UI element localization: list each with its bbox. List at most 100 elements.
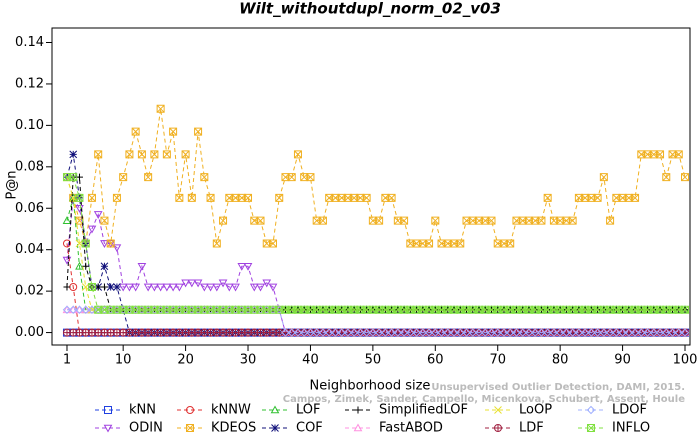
data-point: [562, 328, 571, 337]
y-tick-label: 0.04: [15, 242, 44, 257]
legend-label: COF: [296, 421, 323, 434]
data-point: [187, 279, 197, 288]
data-point: [137, 262, 147, 271]
data-point: [75, 261, 84, 270]
data-point: [612, 328, 621, 337]
data-point: [162, 150, 171, 159]
data-point: [599, 328, 609, 337]
data-point: [549, 328, 559, 337]
data-point: [437, 328, 446, 337]
data-point: [506, 328, 515, 337]
data-point: [487, 216, 496, 225]
data-point: [175, 193, 184, 202]
legend-marker: [493, 424, 503, 432]
data-point: [193, 279, 203, 288]
data-point: [244, 193, 253, 202]
data-point: [231, 283, 240, 292]
data-point: [293, 150, 302, 159]
annotation: Campos, Zimek, Sander, Campello, Micenko…: [283, 394, 685, 405]
y-tick-label: 0.00: [15, 325, 44, 340]
x-tick-label: 10: [115, 353, 132, 368]
x-tick-label: 40: [302, 353, 319, 368]
x-tick-label: 70: [489, 353, 506, 368]
data-point: [524, 328, 534, 337]
data-point: [281, 328, 290, 337]
x-tick-label: 1: [63, 353, 71, 368]
data-point: [206, 283, 215, 292]
legend-label: ODIN: [129, 421, 163, 434]
data-point: [113, 283, 121, 291]
data-point: [62, 216, 72, 224]
data-point: [118, 283, 128, 292]
data-point: [387, 193, 396, 202]
data-point: [69, 173, 78, 182]
data-point: [181, 150, 190, 159]
data-point: [368, 328, 378, 337]
data-point: [181, 279, 190, 288]
data-point: [131, 127, 140, 136]
data-point: [518, 328, 527, 337]
data-point: [137, 150, 146, 159]
data-point: [530, 328, 540, 337]
data-point: [150, 283, 159, 292]
data-point: [100, 283, 108, 291]
data-point: [443, 328, 452, 337]
legend-marker: [104, 406, 112, 414]
data-point: [262, 279, 272, 288]
data-point: [337, 328, 346, 337]
data-point: [374, 328, 384, 337]
data-point: [606, 216, 615, 225]
data-point: [456, 328, 465, 337]
data-point: [493, 328, 502, 337]
data-point: [587, 328, 596, 337]
data-point: [680, 328, 690, 337]
data-point: [318, 328, 328, 337]
legend-label: INFLO: [612, 421, 650, 434]
data-point: [112, 244, 122, 253]
data-point: [75, 193, 84, 202]
data-point: [356, 328, 365, 337]
data-point: [512, 328, 521, 337]
data-point: [94, 150, 103, 159]
data-point: [537, 216, 546, 225]
data-point: [618, 328, 627, 337]
x-tick-label: 80: [552, 353, 569, 368]
data-point: [643, 328, 652, 337]
plot-frame: [51, 27, 691, 346]
y-tick-label: 0.10: [15, 118, 44, 133]
data-point: [631, 193, 640, 202]
data-point: [119, 173, 128, 182]
data-point: [681, 173, 690, 182]
data-point: [200, 173, 209, 182]
data-point: [131, 283, 141, 292]
data-point: [106, 283, 115, 291]
x-tick-label: 100: [673, 353, 698, 368]
data-point: [287, 328, 296, 337]
data-point: [362, 328, 371, 337]
data-point: [674, 150, 683, 159]
data-point: [87, 282, 96, 291]
data-point: [82, 262, 90, 270]
legend-label: LOF: [296, 403, 321, 418]
data-point: [593, 193, 602, 202]
data-point: [256, 216, 265, 225]
legend-label: FastABOD: [379, 421, 443, 434]
data-point: [456, 239, 465, 248]
data-point: [343, 328, 353, 337]
data-point: [481, 328, 490, 337]
data-point: [87, 193, 96, 202]
data-point: [568, 328, 577, 337]
legend-label: LDOF: [612, 403, 647, 418]
data-point: [93, 211, 103, 220]
data-point: [106, 239, 115, 248]
legend-label: SimplifiedLOF: [379, 403, 468, 418]
data-point: [543, 328, 552, 337]
data-point: [499, 328, 509, 337]
data-point: [424, 328, 434, 337]
data-point: [187, 193, 196, 202]
data-point: [75, 305, 84, 314]
data-point: [599, 173, 608, 182]
data-point: [156, 283, 165, 292]
data-point: [218, 279, 228, 288]
